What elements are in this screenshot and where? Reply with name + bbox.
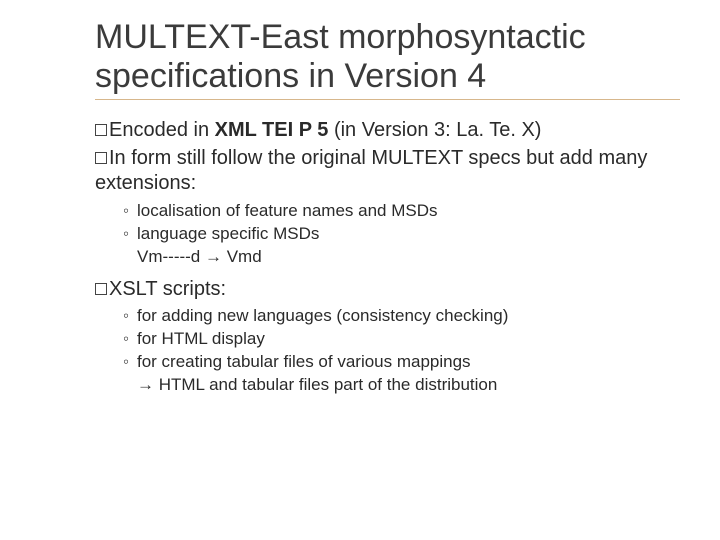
square-bullet-icon <box>95 283 107 295</box>
sub-item: language specific MSDs Vm-----d → Vmd <box>123 223 680 269</box>
sub-text: for adding new languages (consistency ch… <box>137 306 508 325</box>
sub-list: localisation of feature names and MSDs l… <box>95 200 680 269</box>
bullet-text-bold: XML TEI P 5 <box>215 119 329 141</box>
sub-item: for creating tabular files of various ma… <box>123 351 680 397</box>
sub-item: for adding new languages (consistency ch… <box>123 305 680 328</box>
sub-list: for adding new languages (consistency ch… <box>95 305 680 397</box>
bullet-text-suffix: (in Version 3: La. Te. X) <box>328 119 541 141</box>
sub-item: for HTML display <box>123 328 680 351</box>
bullet-text: In form still follow the original MULTEX… <box>95 147 647 195</box>
bullet-item: In form still follow the original MULTEX… <box>95 146 680 269</box>
sub-item: localisation of feature names and MSDs <box>123 200 680 223</box>
sub-text: for HTML display <box>137 329 265 348</box>
bullet-item: Encoded in XML TEI P 5 (in Version 3: La… <box>95 118 680 144</box>
square-bullet-icon <box>95 152 107 164</box>
sub-text-cont: Vm-----d → Vmd <box>137 246 680 269</box>
sub-text: for creating tabular files of various ma… <box>137 352 471 371</box>
slide-title: MULTEXT-East morphosyntactic specificati… <box>95 18 680 100</box>
bullet-item: XSLT scripts: for adding new languages (… <box>95 277 680 397</box>
sub-text: language specific MSDs <box>137 224 319 243</box>
bullet-text: XSLT scripts: <box>109 278 226 300</box>
bullet-list: Encoded in XML TEI P 5 (in Version 3: La… <box>95 118 680 397</box>
sub-text-cont: → HTML and tabular files part of the dis… <box>137 374 680 397</box>
square-bullet-icon <box>95 124 107 136</box>
bullet-text-prefix: Encoded in <box>109 119 215 141</box>
slide: MULTEXT-East morphosyntactic specificati… <box>0 0 720 540</box>
sub-text: localisation of feature names and MSDs <box>137 201 438 220</box>
